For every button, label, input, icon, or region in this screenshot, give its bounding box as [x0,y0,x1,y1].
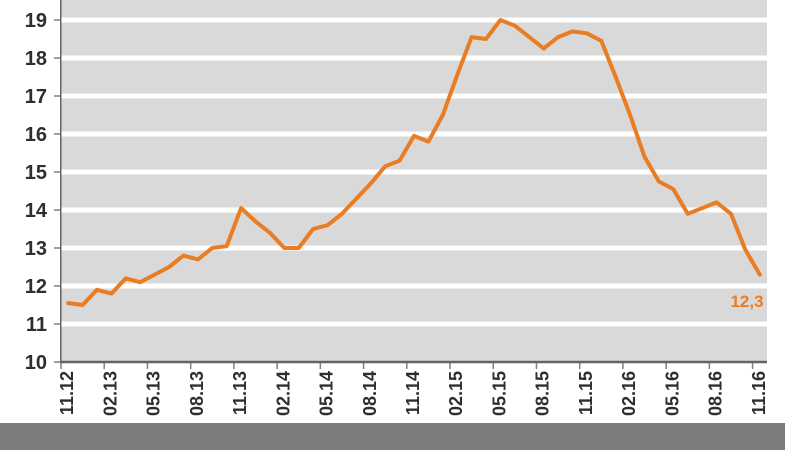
y-axis-label: 11 [26,314,47,336]
x-axis-label: 02.16 [619,371,639,416]
x-axis-label: 05.14 [317,371,337,416]
gridline [61,245,767,251]
y-axis-label: 10 [25,352,47,374]
x-axis-label: 02.14 [273,371,293,416]
bottom-bar [0,423,785,450]
y-axis-label: 12 [25,276,47,298]
x-axis-label: 02.13 [100,371,120,416]
y-axis-label: 15 [25,162,47,184]
last-point-data-label: 12,3 [730,292,763,311]
gridline [61,55,767,61]
x-axis-label: 05.15 [489,371,509,416]
gridline [61,169,767,175]
x-axis-label: 08.15 [533,371,553,416]
x-axis-label: 11.15 [576,371,596,415]
x-axis-label: 02.15 [446,371,466,416]
y-axis-label: 19 [25,10,47,32]
y-axis-label: 17 [25,86,47,108]
gridline [61,17,767,23]
gridline [61,321,767,327]
gridline [61,283,767,289]
x-axis-label: 08.13 [187,371,207,416]
x-axis-label: 08.16 [706,371,726,416]
gridline [61,93,767,99]
y-axis-label: 16 [25,124,47,146]
y-axis-label: 18 [25,48,47,70]
x-axis-label: 05.16 [662,371,682,416]
x-axis-label: 05.13 [144,371,164,416]
x-axis-label: 08.14 [360,371,380,416]
x-axis-label: 11.13 [230,371,250,415]
y-axis-label: 13 [25,238,47,260]
value-line [66,18,762,307]
x-axis-label: 11.12 [57,371,77,415]
x-axis-label: 11.14 [403,371,423,415]
gridline [61,207,767,213]
x-axis-label: 11.16 [749,371,769,415]
y-axis-label: 14 [25,200,48,222]
